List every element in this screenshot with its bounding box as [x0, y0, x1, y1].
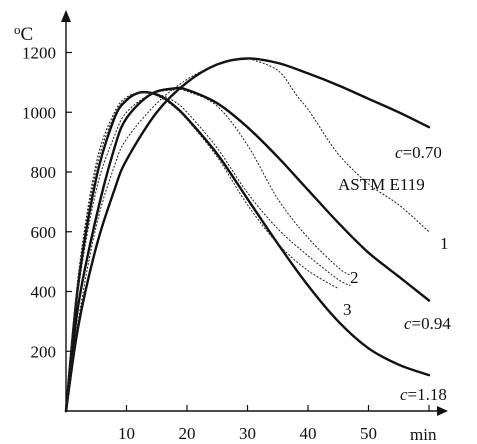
y-axis-arrow-icon	[61, 10, 71, 22]
y-tick-label: 1000	[22, 103, 56, 122]
series-label-4: 1	[440, 234, 449, 253]
tick-labels: 10 20 30 40 50 200 400 600 800 1000 1200	[22, 44, 377, 444]
series-layer	[64, 57, 431, 413]
x-tick-label: 20	[179, 424, 196, 443]
x-axis-label: min	[410, 425, 437, 444]
x-tick-label: 50	[360, 424, 377, 443]
series-label-var: c	[395, 143, 403, 162]
series-label-6: 3	[343, 300, 352, 319]
series-label-text: =0.94	[412, 314, 452, 333]
series-line-1	[64, 86, 431, 413]
series-label-1: c=0.94	[404, 314, 451, 333]
series-line-2	[64, 90, 431, 413]
x-tick-label: 10	[118, 424, 135, 443]
x-tick-label: 40	[300, 424, 317, 443]
series-label-5: 2	[350, 268, 359, 287]
series-line-6	[65, 91, 339, 412]
series-label-var: c	[404, 314, 412, 333]
y-tick-label: 400	[31, 283, 57, 302]
series-line-5	[65, 88, 351, 412]
y-tick-label: 600	[31, 223, 57, 242]
series-label-var: c	[400, 385, 408, 404]
series-label-text: 3	[343, 300, 352, 319]
y-tick-label: 200	[31, 342, 57, 361]
series-label-2: c=1.18	[400, 385, 447, 404]
series-line-3	[65, 57, 430, 412]
series-line-4	[65, 91, 351, 412]
series-label-text: =0.70	[403, 143, 442, 162]
axes	[61, 10, 448, 416]
series-label-text: =1.18	[408, 385, 447, 404]
series-label-0: c=0.70	[395, 143, 442, 162]
series-label-3: ASTM E119	[338, 175, 425, 194]
series-label-text: 1	[440, 234, 449, 253]
ticks	[66, 51, 430, 411]
x-axis-arrow-icon	[437, 406, 448, 416]
series-label-text: ASTM E119	[338, 175, 425, 194]
series-label-text: 2	[350, 268, 359, 287]
y-axis-label: oC	[14, 22, 33, 45]
x-tick-label: 30	[239, 424, 256, 443]
y-tick-label: 1200	[22, 44, 56, 63]
series-line-0	[64, 57, 431, 413]
y-tick-label: 800	[31, 163, 57, 182]
